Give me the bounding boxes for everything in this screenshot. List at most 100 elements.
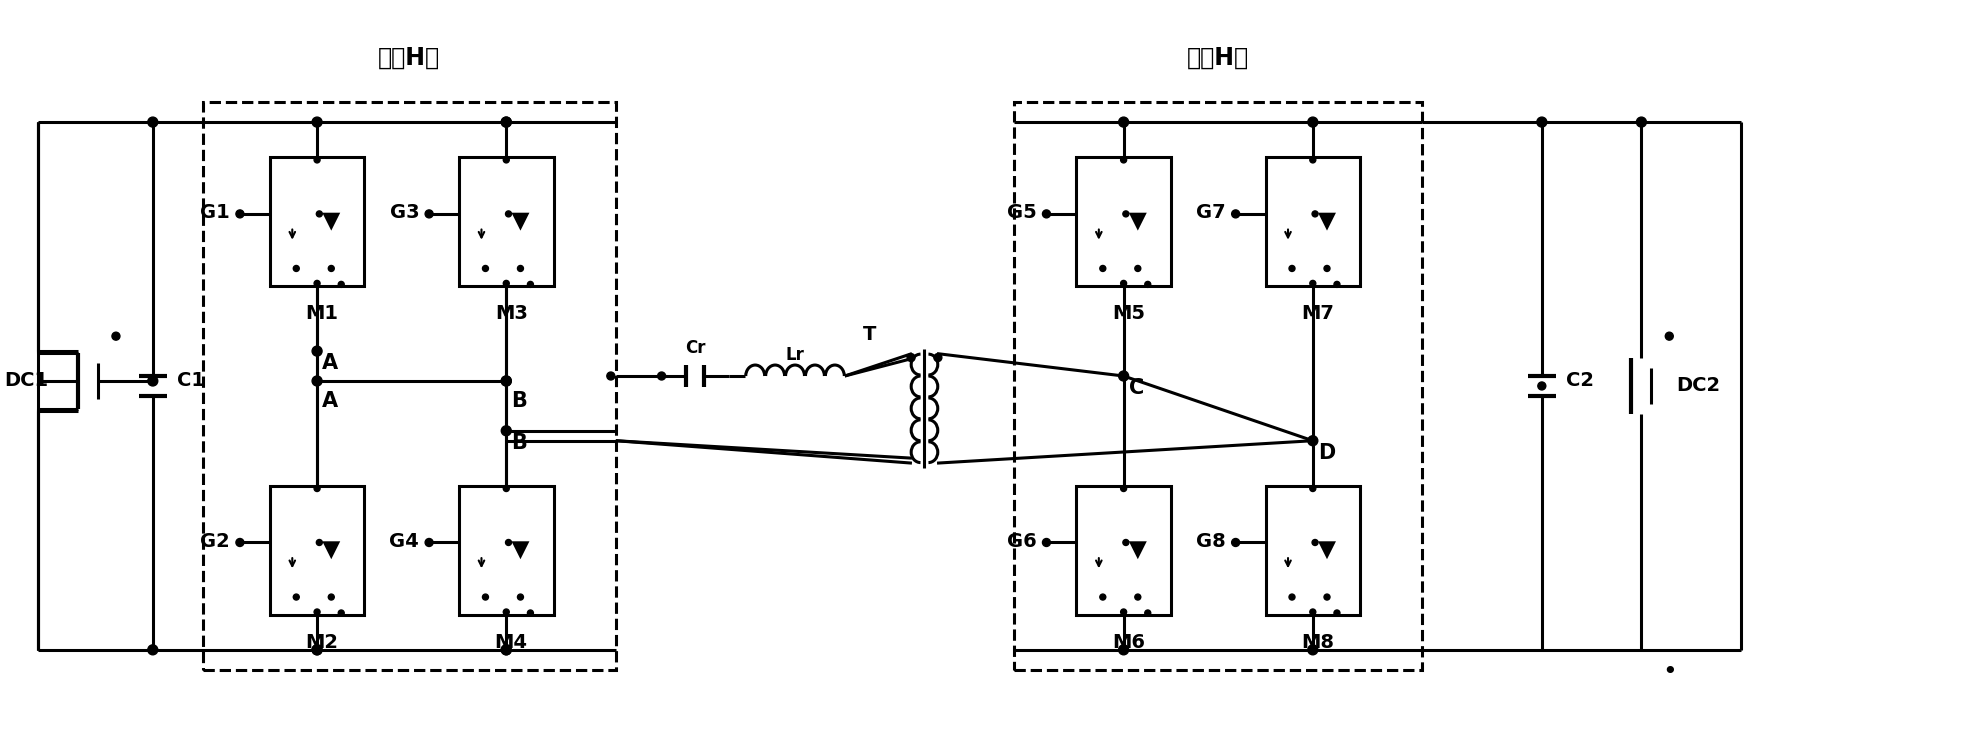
- Circle shape: [504, 486, 510, 491]
- Circle shape: [1100, 265, 1106, 271]
- Text: C1: C1: [177, 372, 205, 391]
- Text: M7: M7: [1301, 304, 1334, 323]
- Circle shape: [329, 265, 335, 271]
- Text: C: C: [1128, 378, 1143, 398]
- Circle shape: [293, 265, 299, 271]
- Circle shape: [1232, 210, 1240, 218]
- Text: M6: M6: [1112, 633, 1145, 652]
- Circle shape: [504, 609, 510, 615]
- Text: D: D: [1319, 442, 1334, 463]
- Bar: [459, 486, 553, 615]
- Bar: [203, 102, 616, 670]
- Circle shape: [338, 610, 344, 616]
- Circle shape: [236, 538, 244, 547]
- Bar: [1076, 157, 1171, 286]
- Text: G5: G5: [1008, 204, 1037, 222]
- Polygon shape: [1319, 213, 1336, 231]
- Circle shape: [1537, 117, 1547, 127]
- Polygon shape: [512, 541, 529, 559]
- Circle shape: [1309, 645, 1319, 655]
- Circle shape: [1311, 486, 1317, 491]
- Circle shape: [1145, 282, 1151, 288]
- Text: G8: G8: [1197, 532, 1226, 551]
- Text: •: •: [1661, 660, 1677, 683]
- Bar: [1265, 157, 1360, 286]
- Circle shape: [1118, 371, 1128, 381]
- Text: Cr: Cr: [685, 339, 707, 357]
- Circle shape: [425, 538, 433, 547]
- Circle shape: [293, 594, 299, 600]
- Text: DC2: DC2: [1677, 376, 1720, 396]
- Bar: [270, 157, 364, 286]
- Circle shape: [1309, 436, 1319, 445]
- Circle shape: [504, 157, 510, 163]
- Circle shape: [1120, 157, 1126, 163]
- Circle shape: [1313, 211, 1319, 217]
- Circle shape: [606, 372, 614, 380]
- Circle shape: [657, 372, 665, 380]
- Polygon shape: [1130, 213, 1147, 231]
- Polygon shape: [512, 213, 529, 231]
- Circle shape: [1136, 265, 1141, 271]
- Circle shape: [317, 211, 323, 217]
- Circle shape: [506, 211, 512, 217]
- Circle shape: [527, 610, 533, 616]
- Circle shape: [1313, 539, 1319, 545]
- Circle shape: [315, 486, 321, 491]
- Text: B: B: [512, 433, 527, 453]
- Circle shape: [1324, 265, 1330, 271]
- Circle shape: [527, 282, 533, 288]
- Circle shape: [313, 645, 323, 655]
- Circle shape: [1334, 610, 1340, 616]
- Text: G4: G4: [390, 532, 419, 551]
- Bar: [1265, 486, 1360, 615]
- Circle shape: [1145, 610, 1151, 616]
- Circle shape: [1124, 539, 1130, 545]
- Circle shape: [313, 376, 323, 386]
- Circle shape: [1665, 332, 1673, 340]
- Circle shape: [502, 376, 512, 386]
- Circle shape: [317, 539, 323, 545]
- Circle shape: [1637, 117, 1647, 127]
- Circle shape: [482, 594, 488, 600]
- Circle shape: [236, 210, 244, 218]
- Circle shape: [502, 117, 512, 127]
- Circle shape: [148, 645, 157, 655]
- Circle shape: [1309, 117, 1319, 127]
- Circle shape: [1311, 280, 1317, 286]
- Circle shape: [1120, 280, 1126, 286]
- Text: C2: C2: [1567, 372, 1594, 391]
- Circle shape: [1537, 382, 1545, 390]
- Circle shape: [338, 282, 344, 288]
- Circle shape: [425, 210, 433, 218]
- Circle shape: [1232, 538, 1240, 547]
- Circle shape: [112, 332, 120, 340]
- Text: 第二H桥: 第二H桥: [1187, 45, 1250, 69]
- Circle shape: [1118, 117, 1128, 127]
- Circle shape: [1124, 211, 1130, 217]
- Polygon shape: [1319, 541, 1336, 559]
- Circle shape: [1311, 157, 1317, 163]
- Circle shape: [935, 354, 943, 361]
- Circle shape: [313, 645, 323, 655]
- Circle shape: [502, 426, 512, 436]
- Circle shape: [907, 354, 915, 361]
- Bar: [270, 486, 364, 615]
- Circle shape: [1043, 210, 1051, 218]
- Circle shape: [1289, 265, 1295, 271]
- Circle shape: [148, 117, 157, 127]
- Circle shape: [315, 609, 321, 615]
- Circle shape: [1136, 594, 1141, 600]
- Text: G3: G3: [390, 204, 419, 222]
- Text: M4: M4: [494, 633, 527, 652]
- Bar: [1014, 102, 1423, 670]
- Circle shape: [1311, 609, 1317, 615]
- Circle shape: [1100, 594, 1106, 600]
- Text: A: A: [323, 353, 338, 373]
- Text: M1: M1: [305, 304, 338, 323]
- Text: Lr: Lr: [785, 346, 805, 364]
- Text: G6: G6: [1008, 532, 1037, 551]
- Circle shape: [482, 265, 488, 271]
- Circle shape: [502, 376, 512, 386]
- Circle shape: [315, 280, 321, 286]
